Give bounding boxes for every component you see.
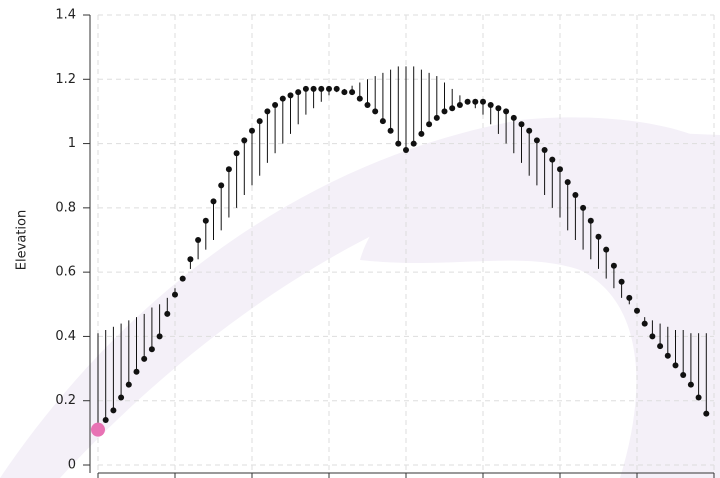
y-tick-label: 0.6 <box>55 265 76 280</box>
point <box>618 278 625 285</box>
point <box>664 352 671 359</box>
point <box>210 198 217 205</box>
point <box>487 102 494 108</box>
point <box>695 394 702 401</box>
point <box>649 333 656 340</box>
point <box>148 346 155 353</box>
point <box>634 307 640 314</box>
y-tick-label: 1 <box>68 136 76 151</box>
point <box>302 85 309 92</box>
point <box>372 108 379 115</box>
point <box>541 147 548 153</box>
point <box>179 275 186 282</box>
point <box>441 108 448 115</box>
point <box>333 85 340 92</box>
point <box>472 98 479 105</box>
point <box>595 233 602 240</box>
point <box>603 246 610 253</box>
point <box>433 114 440 121</box>
point <box>403 147 409 153</box>
point <box>464 98 471 105</box>
point <box>356 95 363 102</box>
point <box>202 217 209 224</box>
point <box>164 310 171 317</box>
point <box>557 166 563 173</box>
point <box>310 85 317 92</box>
point <box>318 85 325 92</box>
point <box>495 105 502 112</box>
point <box>125 381 132 388</box>
point <box>172 291 178 298</box>
point <box>225 166 232 173</box>
point <box>102 417 109 423</box>
point <box>687 381 694 388</box>
point <box>264 108 271 115</box>
point <box>379 118 386 125</box>
point <box>510 114 517 121</box>
point <box>195 237 202 243</box>
y-tick-label: 0.2 <box>55 393 76 408</box>
point <box>279 95 286 102</box>
point <box>156 333 163 340</box>
point <box>218 182 225 189</box>
point <box>349 89 356 96</box>
y-tick-label: 0.8 <box>55 200 76 215</box>
point <box>272 102 279 108</box>
point <box>133 368 140 375</box>
y-axis-label: Elevation <box>15 210 30 270</box>
point <box>395 140 402 147</box>
point <box>387 127 394 134</box>
point <box>480 98 486 105</box>
point <box>549 156 556 163</box>
point <box>249 127 255 134</box>
point <box>241 137 248 144</box>
point <box>287 92 294 99</box>
point <box>418 130 425 137</box>
point <box>187 256 194 263</box>
point <box>110 407 117 414</box>
point <box>703 410 710 417</box>
point <box>410 140 417 147</box>
point <box>341 89 348 96</box>
point <box>610 262 617 269</box>
point <box>626 294 633 301</box>
point <box>295 89 302 96</box>
point <box>503 108 510 115</box>
y-tick-label: 0 <box>68 458 76 473</box>
point <box>456 102 463 108</box>
point <box>672 362 679 369</box>
point <box>118 394 125 401</box>
point <box>657 343 664 350</box>
point <box>364 102 371 108</box>
point <box>564 179 571 186</box>
point <box>449 105 456 112</box>
y-tick-label: 1.2 <box>55 72 76 87</box>
point <box>518 121 525 128</box>
point <box>526 127 533 134</box>
point <box>533 137 540 144</box>
point <box>426 121 433 128</box>
watermark <box>360 130 720 478</box>
y-tick-label: 0.4 <box>55 329 76 344</box>
point <box>141 355 148 362</box>
point <box>256 118 263 125</box>
point <box>580 204 587 211</box>
point <box>326 85 332 92</box>
point <box>233 150 240 157</box>
point <box>641 320 648 327</box>
y-tick-label: 1.4 <box>55 8 76 23</box>
highlight-point <box>91 422 105 437</box>
point <box>587 217 594 224</box>
point <box>572 192 579 198</box>
point <box>680 372 687 378</box>
